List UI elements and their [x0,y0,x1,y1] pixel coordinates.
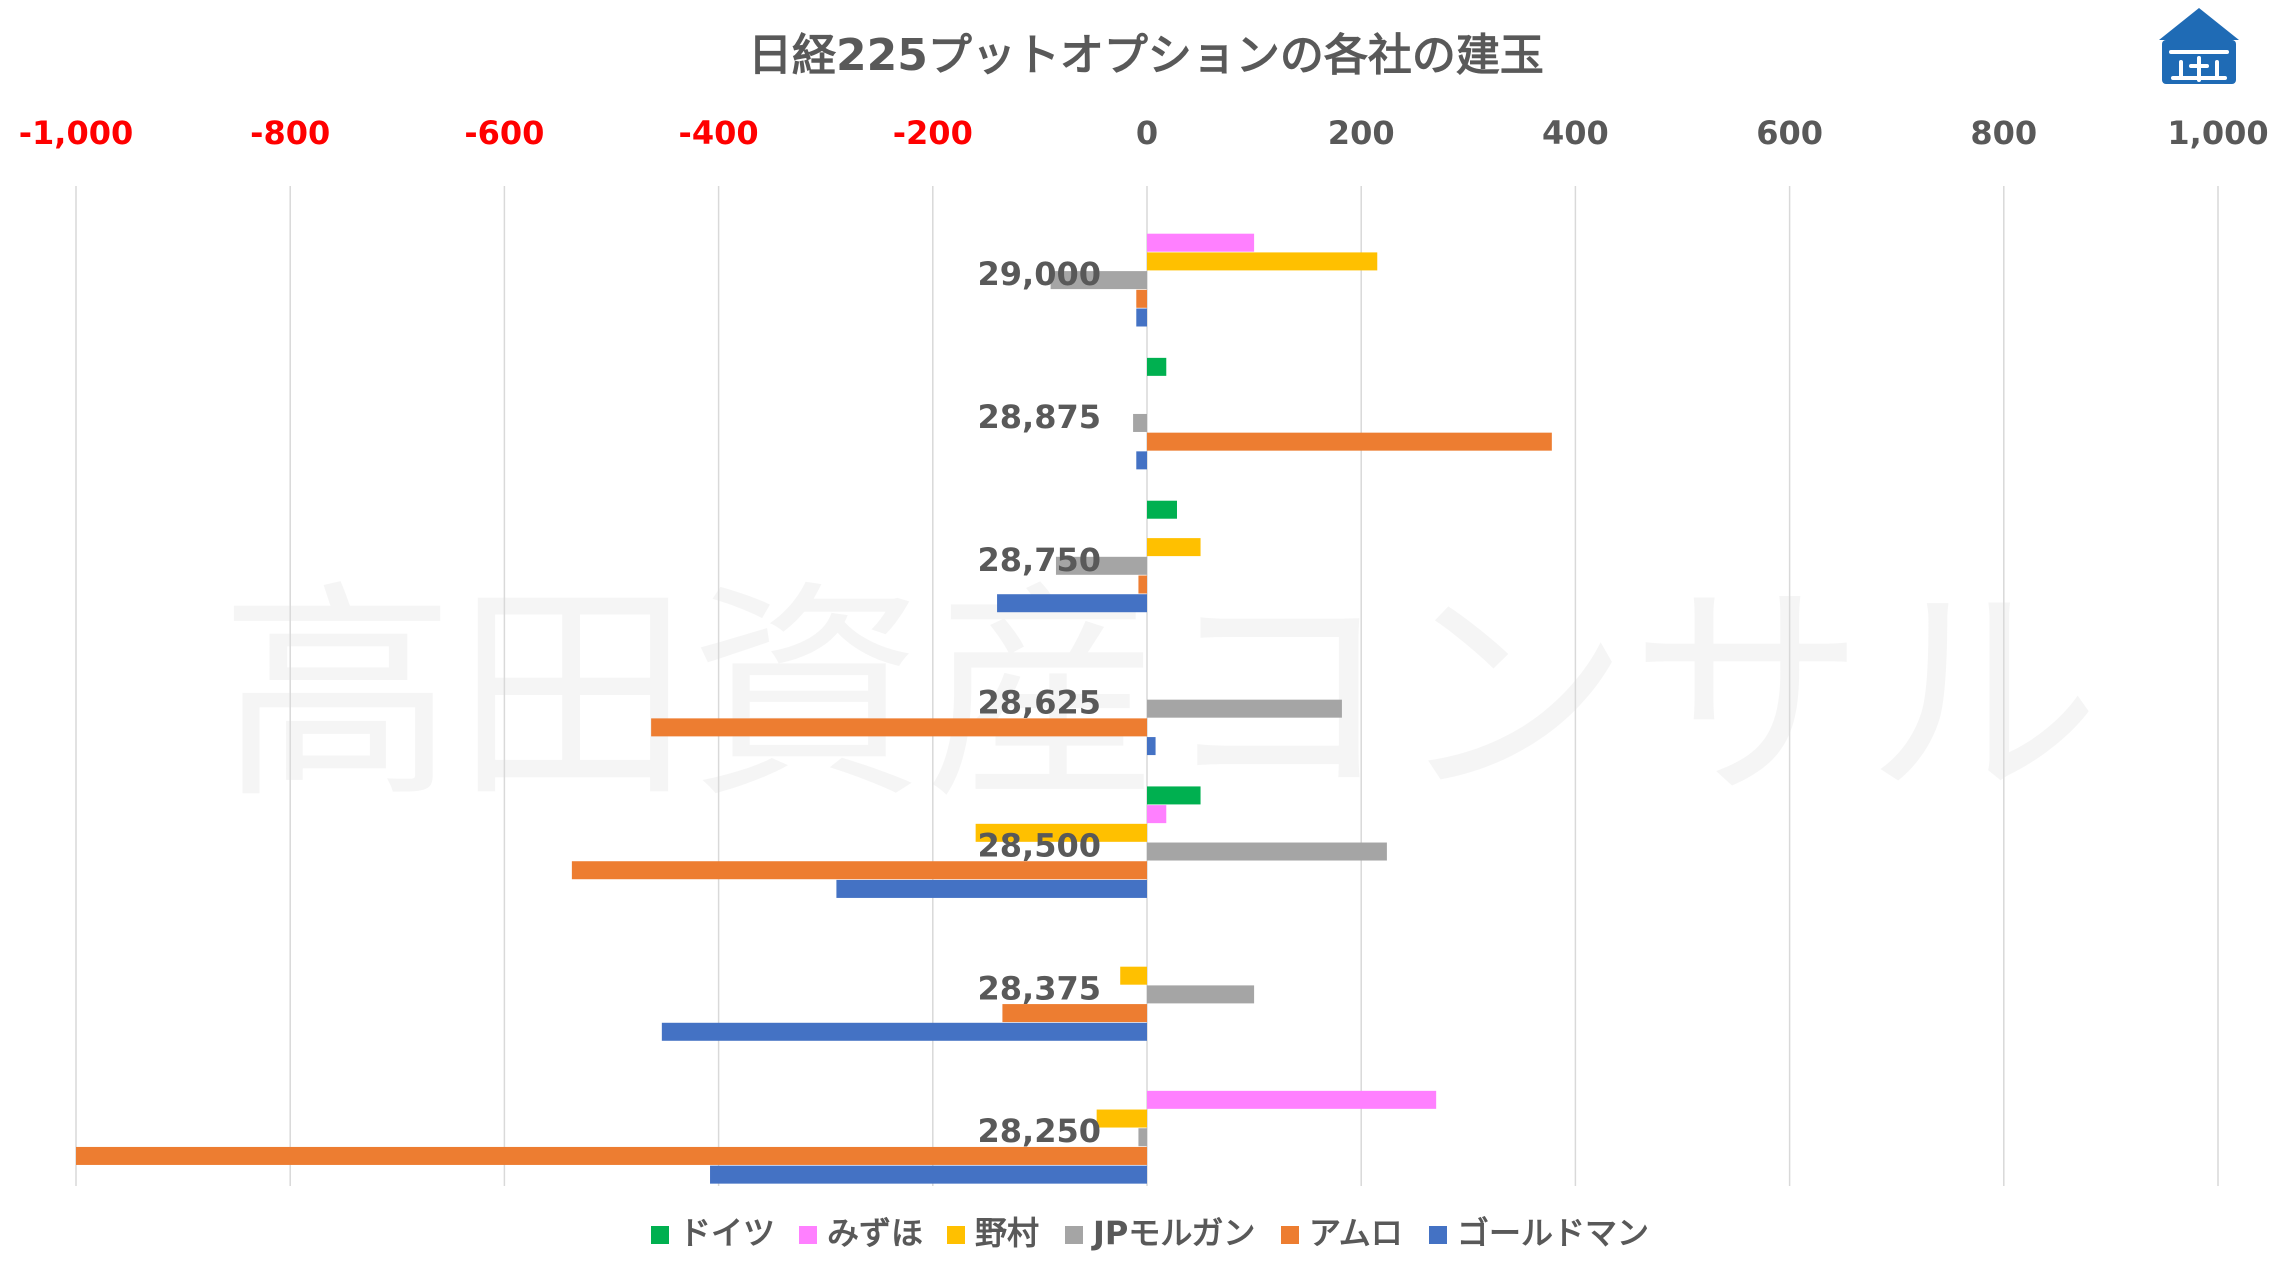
bar [651,718,1147,737]
bar [1147,538,1201,557]
legend-label: ゴールドマン [1457,1214,1649,1252]
legend-swatch [799,1226,817,1244]
bar [975,823,1147,842]
category-label: 28,750 [978,541,1101,579]
category-label: 29,000 [978,255,1101,293]
bar [1147,357,1167,376]
x-tick-label: 1,000 [2167,114,2268,152]
watermark: 高田資産コンサル [220,563,2100,830]
bar [76,1146,1147,1165]
bars [76,233,1552,1184]
x-tick-label: 0 [1136,114,1158,152]
bar [1133,413,1147,432]
bar [1147,699,1342,718]
x-tick-label: -1,000 [19,114,134,152]
x-axis-ticks: -1,000 -800 -600 -400 -200 0 200 400 600 800 1,000 [19,114,2269,152]
legend-swatch [1281,1226,1299,1244]
bar [1138,575,1147,594]
category-labels: 29,000 28,875 28,750 28,625 28,500 28,375 28,2… [978,255,1101,1150]
bar [1147,842,1387,861]
bar [1147,985,1255,1004]
chart-title: 日経225プットオプションの各社の建玉 [748,30,1544,81]
legend-label: ドイツ [679,1214,775,1252]
legend-label: 野村 [975,1214,1039,1252]
gridlines [75,186,2219,1186]
bar [1147,432,1552,451]
bar [836,879,1147,898]
legend-label: アムロ [1309,1214,1403,1252]
logo-roof [2159,8,2239,40]
legend: ドイツ みずほ 野村 JPモルガン アムロ ゴールドマン [651,1214,1649,1252]
bar [997,594,1147,613]
x-tick-label: -600 [464,114,544,152]
x-tick-label: -800 [250,114,330,152]
bar [1138,1128,1147,1147]
category-label: 28,250 [978,1112,1101,1150]
bar [1136,289,1147,308]
category-label: 28,500 [978,827,1101,865]
bar [1050,271,1147,290]
legend-label: JPモルガン [1091,1214,1255,1252]
x-tick-label: 200 [1328,114,1395,152]
bar [1147,233,1255,252]
bar [1147,252,1378,271]
logo-symbol [2169,50,2229,82]
bar [1136,308,1147,327]
bar [710,1165,1147,1184]
bar [1147,786,1201,805]
x-tick-label: -200 [893,114,973,152]
x-tick-label: 800 [1970,114,2037,152]
bar [1096,1109,1147,1128]
bar [1147,500,1177,519]
legend-label: みずほ [827,1214,923,1252]
category-label: 28,625 [978,684,1101,722]
bar [1120,966,1147,985]
bar [1147,1090,1437,1109]
house-logo [2159,8,2239,84]
bar [1136,451,1147,470]
bar [571,861,1147,880]
legend-swatch [947,1226,965,1244]
bar [1002,1004,1147,1023]
legend-swatch [651,1226,669,1244]
category-label: 28,875 [978,398,1101,436]
x-tick-label: 400 [1542,114,1609,152]
x-tick-label: 600 [1756,114,1823,152]
legend-swatch [1065,1226,1083,1244]
legend-swatch [1429,1226,1447,1244]
bar [1147,737,1156,756]
bar [1055,556,1147,575]
category-label: 28,375 [978,969,1101,1007]
bar [661,1022,1147,1041]
x-tick-label: -400 [679,114,759,152]
bar [1147,805,1167,824]
